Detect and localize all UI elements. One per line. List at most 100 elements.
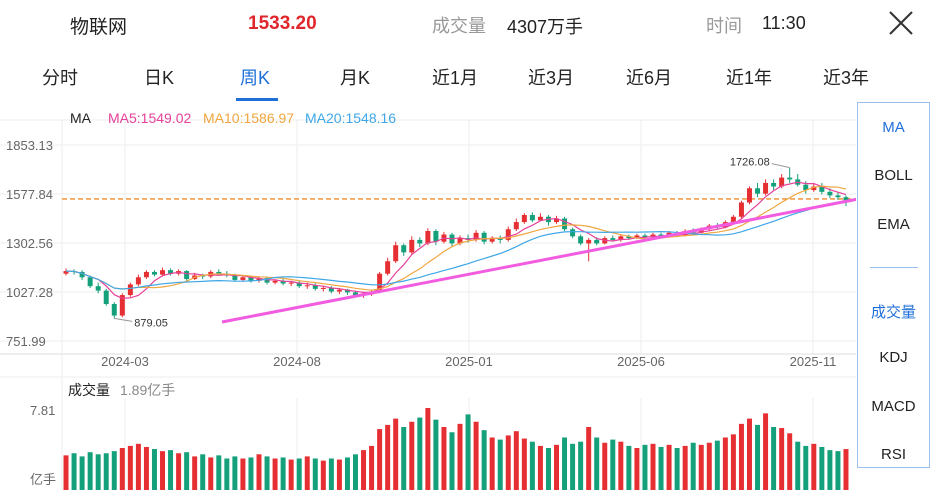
y-tick-label: 1302.56 — [6, 236, 53, 251]
candle-body — [562, 218, 568, 230]
volume-bar — [602, 442, 608, 490]
volume-bar — [690, 442, 696, 490]
volume-bar — [570, 443, 576, 490]
indicator-rsi[interactable]: RSI — [880, 446, 906, 463]
candle-body — [352, 292, 358, 296]
candle-body — [763, 182, 769, 194]
tab-6-months[interactable]: 近6月 — [626, 68, 673, 88]
kline-chart[interactable]: 1853.13 1577.84 1302.56 1027.28 751.99 2024-0… — [0, 102, 856, 492]
candle-body — [642, 235, 648, 238]
tab-weekly[interactable]: 周K — [240, 68, 271, 88]
candle-body — [184, 271, 190, 280]
volume-bar — [401, 427, 407, 490]
candle-body — [103, 290, 109, 304]
volume-bar — [288, 459, 294, 490]
volume-legend-title: 成交量 — [68, 382, 110, 398]
volume-bar — [248, 457, 254, 490]
candle-body — [425, 230, 431, 244]
indicator-ma[interactable]: MA — [882, 119, 905, 136]
volume-bar — [143, 446, 149, 490]
volume-bar — [192, 456, 198, 490]
ma5-line — [65, 181, 847, 299]
candle-body — [803, 184, 809, 191]
volume-bar — [119, 448, 125, 490]
volume-bar — [369, 445, 375, 490]
indicator-volume[interactable]: 成交量 — [870, 304, 916, 321]
tab-3-years[interactable]: 近3年 — [823, 68, 870, 88]
volume-bar — [377, 429, 383, 490]
volume-bar — [457, 423, 463, 490]
volume-bar — [827, 450, 833, 490]
tab-1-year[interactable]: 近1年 — [726, 68, 773, 88]
candle-body — [578, 236, 584, 244]
candle-body — [755, 188, 761, 194]
volume-bar — [184, 452, 190, 490]
volume-bar — [344, 457, 350, 490]
volume-bar — [465, 414, 471, 490]
volume-bar — [160, 451, 166, 490]
candle-body — [95, 286, 101, 291]
candle-body — [634, 235, 640, 239]
candle-body — [336, 289, 342, 292]
candle-body — [135, 277, 141, 285]
volume-bar — [537, 445, 543, 490]
volume-bar — [513, 431, 519, 490]
candle-body — [272, 280, 278, 283]
volume-bar — [746, 418, 752, 490]
x-tick-label: 2024-08 — [273, 354, 321, 369]
candle-body — [771, 182, 777, 187]
indicator-boll[interactable]: BOLL — [874, 167, 913, 184]
ma10-value: MA10:1586.97 — [203, 110, 295, 126]
candle-body — [746, 188, 752, 203]
candle-body — [320, 287, 326, 289]
candle-body — [457, 238, 463, 244]
volume-max-label: 7.81 — [30, 403, 55, 418]
volume-bar — [256, 454, 262, 490]
volume-bar — [634, 448, 640, 490]
trendline — [221, 197, 856, 324]
candle-body — [232, 275, 238, 280]
candle-body — [610, 238, 616, 240]
volume-bar — [393, 418, 399, 490]
volume-bar — [240, 458, 246, 490]
indicator-ema[interactable]: EMA — [877, 216, 910, 233]
volume-bar — [352, 454, 358, 490]
tab-intraday[interactable]: 分时 — [42, 68, 78, 88]
volume-bar — [586, 427, 592, 490]
volume-bar — [441, 427, 447, 490]
tab-monthly[interactable]: 月K — [340, 68, 371, 88]
candle-body — [594, 239, 600, 244]
volume-bar — [63, 455, 69, 490]
candle-body — [779, 177, 785, 187]
candle-body — [513, 222, 519, 230]
volume-bar — [722, 437, 728, 490]
candle-body — [787, 177, 793, 180]
volume-bar — [208, 457, 214, 490]
volume-bar — [843, 449, 849, 490]
volume-bar — [449, 432, 455, 490]
volume-bar — [216, 455, 222, 490]
indicator-kdj[interactable]: KDJ — [879, 349, 908, 366]
close-icon[interactable] — [888, 10, 914, 36]
candle-body — [401, 245, 407, 253]
candle-body — [127, 284, 133, 296]
tab-1-month[interactable]: 近1月 — [432, 68, 479, 88]
candle-body — [505, 229, 511, 240]
indicator-macd[interactable]: MACD — [871, 398, 916, 415]
volume-bar — [224, 458, 230, 490]
candle-body — [433, 230, 439, 242]
volume-bar — [425, 408, 431, 490]
candle-body — [658, 234, 664, 237]
volume-bar — [755, 424, 761, 490]
volume-bar — [473, 421, 479, 490]
candle-body — [626, 236, 632, 239]
tab-daily[interactable]: 日K — [144, 68, 175, 88]
candle-body — [554, 218, 560, 223]
volume-bar — [714, 440, 720, 490]
volume-bar — [594, 437, 600, 490]
candle-body — [481, 232, 487, 242]
x-tick-label: 2025-06 — [617, 354, 665, 369]
tab-3-months[interactable]: 近3月 — [528, 68, 575, 88]
volume-bar — [87, 452, 93, 490]
active-tab-underline — [236, 98, 278, 101]
